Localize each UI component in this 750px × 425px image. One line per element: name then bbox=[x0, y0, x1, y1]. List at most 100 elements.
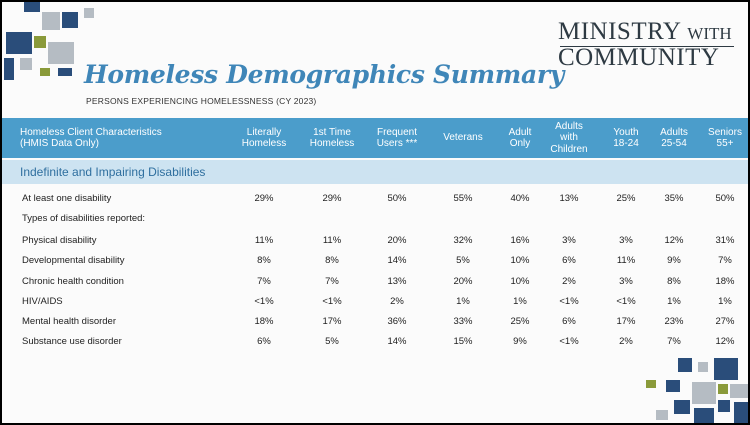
decor-square bbox=[34, 36, 46, 48]
table-cell: <1% bbox=[616, 296, 636, 307]
page-title: Homeless Demographics Summary bbox=[84, 60, 564, 89]
page-subtitle: PERSONS EXPERIENCING HOMELESSNESS (CY 20… bbox=[86, 96, 317, 106]
table-cell: 50% bbox=[715, 193, 735, 204]
table-cell: <1% bbox=[559, 296, 579, 307]
table-cell: 6% bbox=[562, 316, 576, 327]
decor-square bbox=[58, 68, 72, 76]
table-row: Types of disabilities reported: bbox=[2, 210, 748, 228]
column-header: Adults with Children bbox=[550, 120, 588, 155]
table-cell: 33% bbox=[453, 316, 473, 327]
table-cell: 8% bbox=[325, 255, 339, 266]
row-label: Chronic health condition bbox=[22, 276, 124, 287]
decor-square bbox=[692, 382, 716, 404]
table-cell: 8% bbox=[667, 276, 681, 287]
table-cell: 50% bbox=[387, 193, 407, 204]
decor-square bbox=[48, 42, 74, 64]
decor-square bbox=[698, 362, 708, 372]
row-label: Physical disability bbox=[22, 235, 97, 246]
decor-square bbox=[678, 358, 692, 372]
table-cell: 17% bbox=[322, 316, 342, 327]
table-cell: 35% bbox=[664, 193, 684, 204]
decor-square bbox=[62, 12, 78, 28]
decor-square bbox=[4, 58, 14, 80]
table-cell: 9% bbox=[513, 336, 527, 347]
table-cell: 40% bbox=[510, 193, 530, 204]
table-cell: 15% bbox=[453, 336, 473, 347]
decor-square bbox=[24, 2, 40, 12]
table-cell: 36% bbox=[387, 316, 407, 327]
decor-square bbox=[656, 410, 668, 420]
decor-square bbox=[40, 68, 50, 76]
table-cell: 2% bbox=[619, 336, 633, 347]
table-cell: 29% bbox=[322, 193, 342, 204]
decor-square bbox=[646, 380, 656, 388]
table-cell: 27% bbox=[715, 316, 735, 327]
table-row: Developmental disability 8% 8% 14% 5% 10% 6% 11… bbox=[2, 252, 748, 270]
table-row: HIV/AIDS <1% <1% 2% 1% 1% <1% <1% 1% 1% bbox=[2, 293, 748, 311]
table-cell: 13% bbox=[387, 276, 407, 287]
column-header: Literally Homeless bbox=[241, 126, 287, 150]
column-header: Seniors 55+ bbox=[708, 126, 742, 150]
ministry-with-community-logo: MINISTRY WITH COMMUNITY bbox=[558, 19, 734, 70]
section-heading: Indefinite and Impairing Disabilities bbox=[2, 160, 748, 184]
table-cell: 10% bbox=[510, 255, 530, 266]
table-cell: 10% bbox=[510, 276, 530, 287]
table-cell: 6% bbox=[562, 255, 576, 266]
decor-square bbox=[714, 358, 738, 380]
table-cell: 7% bbox=[325, 276, 339, 287]
table-cell: 18% bbox=[715, 276, 735, 287]
table-cell: 1% bbox=[667, 296, 681, 307]
table-cell: 14% bbox=[387, 255, 407, 266]
table-cell: 32% bbox=[453, 235, 473, 246]
table-cell: 13% bbox=[559, 193, 579, 204]
row-label: Mental health disorder bbox=[22, 316, 116, 327]
table-cell: 12% bbox=[715, 336, 735, 347]
table-cell: 20% bbox=[387, 235, 407, 246]
table-cell: 7% bbox=[667, 336, 681, 347]
table-cell: 23% bbox=[664, 316, 684, 327]
table-cell: 5% bbox=[325, 336, 339, 347]
column-header: Adult Only bbox=[508, 126, 532, 150]
decor-square bbox=[718, 384, 728, 394]
column-header-characteristics: Homeless Client Characteristics (HMIS Dat… bbox=[20, 126, 162, 150]
table-cell: 9% bbox=[667, 255, 681, 266]
table-cell: 17% bbox=[616, 316, 636, 327]
table-cell: 6% bbox=[257, 336, 271, 347]
decor-square bbox=[694, 408, 714, 423]
row-label: Types of disabilities reported: bbox=[22, 213, 146, 224]
column-header: Frequent Users *** bbox=[376, 126, 418, 150]
table-cell: 12% bbox=[664, 235, 684, 246]
table-cell: 7% bbox=[257, 276, 271, 287]
row-label: Developmental disability bbox=[22, 255, 125, 266]
decor-square bbox=[84, 8, 94, 18]
table-cell: 3% bbox=[619, 235, 633, 246]
table-cell: 18% bbox=[254, 316, 274, 327]
decor-square bbox=[42, 12, 60, 30]
table-row: Physical disability 11% 11% 20% 32% 16% 3% 3% 12… bbox=[2, 232, 748, 250]
table-cell: <1% bbox=[322, 296, 342, 307]
table-cell: 11% bbox=[254, 235, 274, 246]
table-cell: 29% bbox=[254, 193, 274, 204]
table-cell: 8% bbox=[257, 255, 271, 266]
row-label: Substance use disorder bbox=[22, 336, 122, 347]
row-label: At least one disability bbox=[22, 193, 112, 204]
column-header: Veterans bbox=[443, 132, 483, 144]
table-cell: 5% bbox=[456, 255, 470, 266]
table-cell: 2% bbox=[390, 296, 404, 307]
table-header: Homeless Client Characteristics (HMIS Dat… bbox=[2, 118, 748, 158]
table-cell: 25% bbox=[616, 193, 636, 204]
table-cell: <1% bbox=[559, 336, 579, 347]
table-cell: 20% bbox=[453, 276, 473, 287]
table-cell: 11% bbox=[322, 235, 342, 246]
decor-square bbox=[674, 400, 690, 414]
table-cell: <1% bbox=[254, 296, 274, 307]
decor-square bbox=[718, 400, 730, 412]
row-label: HIV/AIDS bbox=[22, 296, 63, 307]
column-header: Youth 18-24 bbox=[613, 126, 639, 150]
column-header: 1st Time Homeless bbox=[309, 126, 355, 150]
table-cell: 55% bbox=[453, 193, 473, 204]
table-row: Mental health disorder 18% 17% 36% 33% 25% 6% 1… bbox=[2, 313, 748, 331]
table-cell: 2% bbox=[562, 276, 576, 287]
decor-square bbox=[730, 384, 748, 398]
